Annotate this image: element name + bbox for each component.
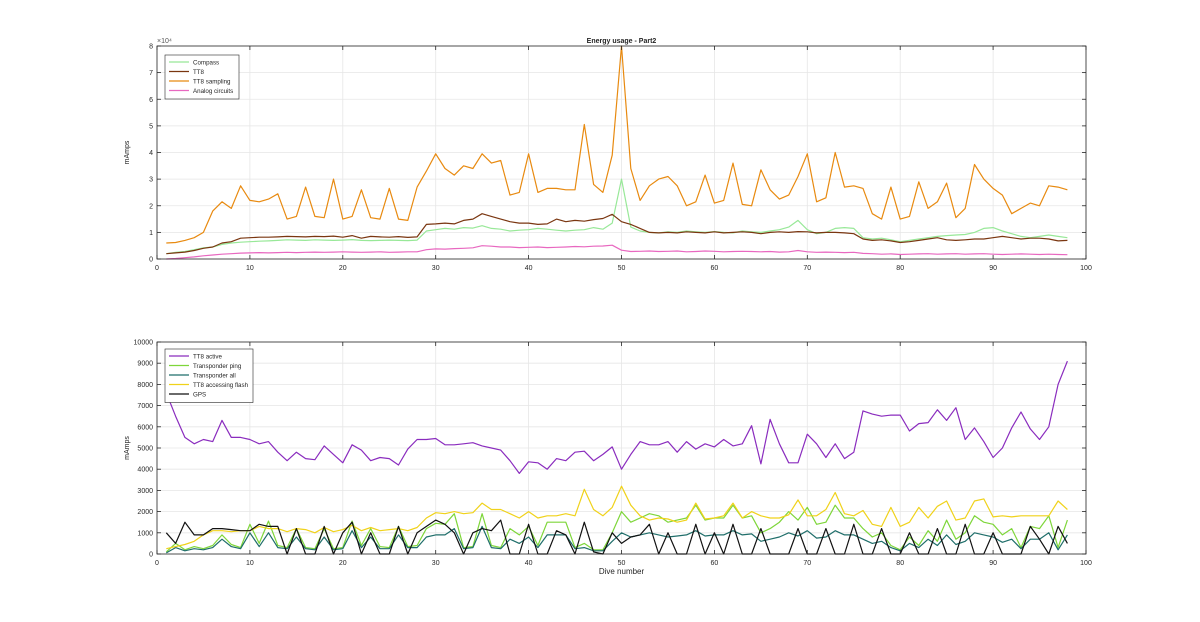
x-tick-label: 60 <box>711 560 719 567</box>
y-tick-label: 7 <box>149 70 153 77</box>
legend-entry: Transponder all <box>193 372 236 379</box>
legend-entry: Analog circuits <box>193 88 233 95</box>
y-tick-label: 1 <box>149 230 153 237</box>
y-tick-label: 6000 <box>137 424 153 431</box>
y-axis-label: mAmps <box>124 436 131 460</box>
series-line-tt8-accessing-flash <box>166 485 1068 550</box>
series-line-analog-circuits <box>166 244 1068 260</box>
y-tick-label: 2000 <box>137 509 153 516</box>
x-tick-label: 80 <box>896 560 904 567</box>
y-tick-label: 10000 <box>134 340 154 347</box>
y-tick-label: 0 <box>149 552 153 559</box>
y-tick-label: 2 <box>149 203 153 210</box>
legend-entry: TT8 <box>193 69 205 76</box>
y-axis-label: mAmps <box>124 140 131 164</box>
x-tick-label: 40 <box>525 560 533 567</box>
x-tick-label: 50 <box>618 265 626 272</box>
x-tick-label: 100 <box>1080 560 1092 567</box>
y-tick-label: 8000 <box>137 382 153 389</box>
series-line-compass <box>166 178 1068 255</box>
y-tick-label: 4000 <box>137 467 153 474</box>
x-axis-label: Dive number <box>599 567 645 576</box>
x-tick-label: 30 <box>432 560 440 567</box>
y-tick-label: 1000 <box>137 530 153 537</box>
chart-title: Energy usage - Part2 <box>587 38 657 45</box>
y-tick-label: 3 <box>149 177 153 184</box>
series-line-tt8-sampling <box>166 45 1068 244</box>
series-line-gps <box>165 519 1068 555</box>
y-exponent-label: ×10⁴ <box>157 38 172 45</box>
y-tick-label: 6 <box>149 97 153 104</box>
x-tick-label: 70 <box>803 265 811 272</box>
x-tick-label: 80 <box>896 265 904 272</box>
legend-entry: Compass <box>193 59 219 66</box>
x-tick-label: 60 <box>711 265 719 272</box>
x-tick-label: 20 <box>339 265 347 272</box>
series-line-tt8 <box>166 213 1068 255</box>
x-tick-label: 20 <box>339 560 347 567</box>
y-tick-label: 0 <box>149 257 153 264</box>
x-tick-label: 10 <box>246 265 254 272</box>
legend-entry: TT8 active <box>193 353 222 360</box>
y-tick-label: 9000 <box>137 361 153 368</box>
top-chart-panel: 0 10 20 30 40 50 60 70 80 90 100 0 1 2 3 4 5 6 7 8 ×10⁴ Energ… <box>124 38 1092 272</box>
legend-entry: TT8 sampling <box>193 78 231 85</box>
y-tick-label: 4 <box>149 150 153 157</box>
x-tick-label: 90 <box>989 265 997 272</box>
x-tick-label: 50 <box>618 560 626 567</box>
y-tick-label: 3000 <box>137 488 153 495</box>
series-line-tt8-active <box>165 360 1068 474</box>
series-line-transponder-ping <box>165 504 1068 553</box>
x-tick-label: 0 <box>155 265 159 272</box>
x-tick-label: 40 <box>525 265 533 272</box>
x-tick-label: 100 <box>1080 265 1092 272</box>
legend-entry: Transponder ping <box>193 363 242 370</box>
x-tick-label: 30 <box>432 265 440 272</box>
x-tick-label: 0 <box>155 560 159 567</box>
y-tick-label: 8 <box>149 44 153 51</box>
legend-entry: TT8 accessing flash <box>193 382 249 389</box>
y-tick-label: 7000 <box>137 403 153 410</box>
y-tick-label: 5 <box>149 123 153 130</box>
bottom-chart-panel: 0 10 20 30 40 50 60 70 80 90 100010002000300040005… <box>124 340 1092 577</box>
y-tick-label: 5000 <box>137 446 153 453</box>
x-tick-label: 90 <box>989 560 997 567</box>
x-tick-label: 70 <box>803 560 811 567</box>
legend-entry: GPS <box>193 391 206 398</box>
x-tick-label: 10 <box>246 560 254 567</box>
